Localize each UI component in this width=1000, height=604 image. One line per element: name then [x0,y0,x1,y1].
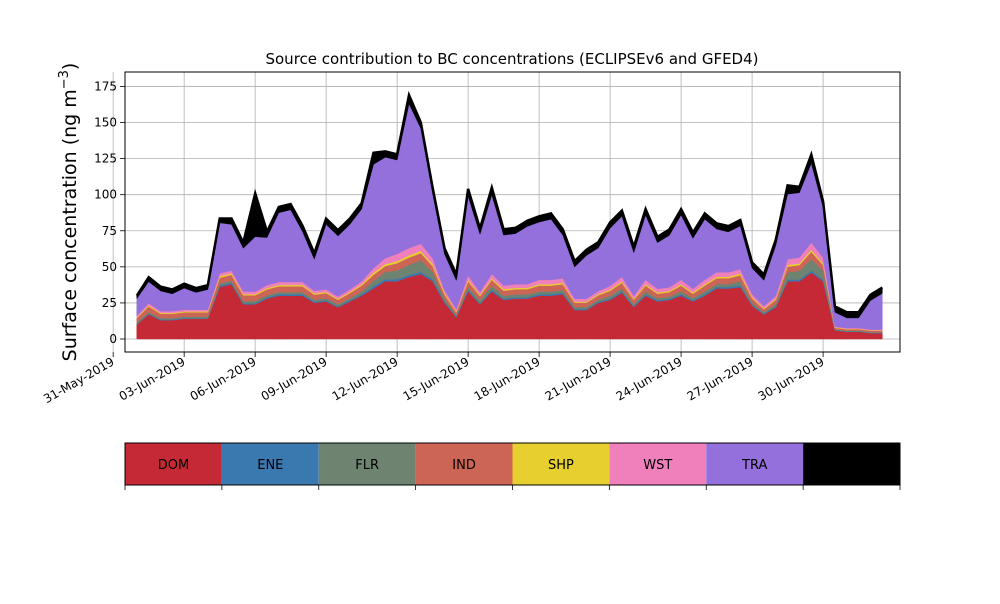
legend-label-tra: TRA [741,458,767,473]
x-tick-label: 24-Jun-2019 [614,354,685,403]
x-tick-label: 06-Jun-2019 [188,354,259,403]
area-layer [135,90,883,340]
x-tick-label: 03-Jun-2019 [117,354,188,403]
y-tick-label: 25 [102,296,117,310]
legend-swatch-flr [318,443,416,485]
total-line [135,90,883,314]
legend-swatch-wst [609,443,707,485]
legend-swatch-tra [706,443,804,485]
legend-swatch-ene [221,443,319,485]
legend-label-ind: IND [452,458,476,473]
legend-swatch-bb [803,443,900,485]
legend-label-flr: FLR [355,458,379,473]
y-tick-label: 0 [109,332,117,346]
x-tick-label: 09-Jun-2019 [259,354,330,403]
legend-label-wst: WST [643,458,672,473]
x-tick-label: 30-Jun-2019 [756,354,827,403]
legend-swatch-dom [125,443,222,485]
y-tick-label: 100 [94,188,117,202]
x-tick-label: 15-Jun-2019 [401,354,472,403]
y-axis-label-main: Surface concentration (ng m [59,89,81,361]
legend-label-bb: BB [843,458,861,473]
y-tick-label: 50 [102,260,117,274]
y-axis-label: Surface concentration (ng m−3) [57,63,81,362]
legend-label-dom: DOM [158,458,189,473]
y-tick-label: 150 [94,116,117,130]
x-tick-label: 27-Jun-2019 [685,354,756,403]
x-tick-label: 21-Jun-2019 [543,354,614,403]
legend-swatch-ind [415,443,513,485]
legend-frame [124,442,901,486]
chart-title: Source contribution to BC concentrations… [265,50,758,68]
y-tick-label: 75 [102,224,117,238]
legend-swatch-shp [512,443,610,485]
legend-label-shp: SHP [548,458,574,473]
y-tick-label: 175 [94,79,117,93]
legend-label-ene: ENE [257,458,283,473]
x-tick-label: 18-Jun-2019 [472,354,543,403]
y-tick-label: 125 [94,152,117,166]
y-axis-label-superscript: −3 [57,70,72,89]
y-axis-label-tail: ) [59,63,81,70]
plot-frame [124,71,901,353]
colorbar-legend: DOM ENE FLR IND SHP WST TRA BB [124,442,901,490]
x-tick-label: 12-Jun-2019 [330,354,401,403]
